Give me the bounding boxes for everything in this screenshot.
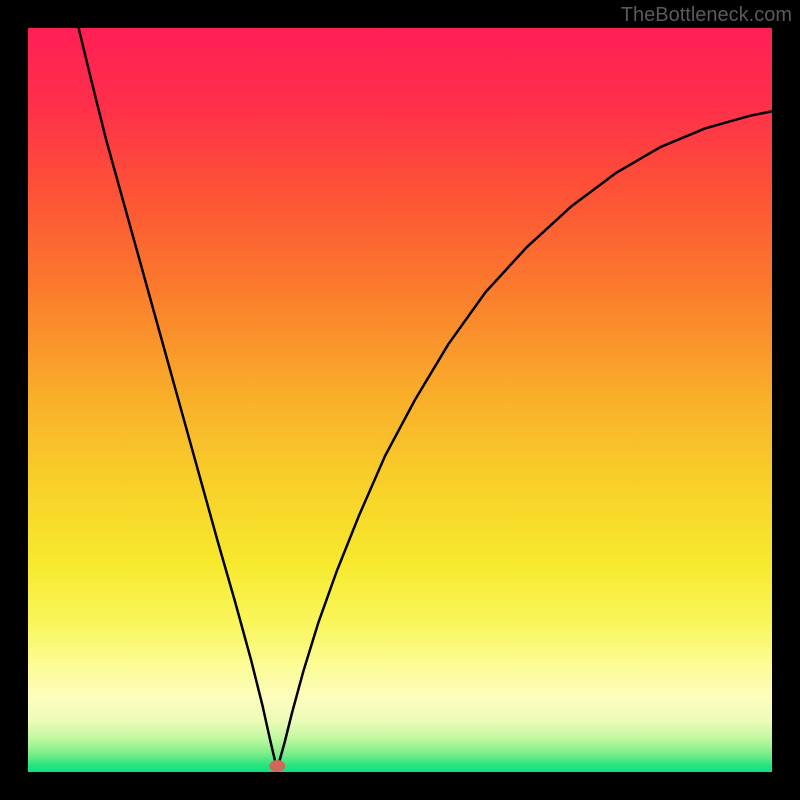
- chart-svg: [28, 28, 772, 772]
- plot-area: [28, 28, 772, 772]
- gradient-background: [28, 28, 772, 772]
- chart-container: TheBottleneck.com: [0, 0, 800, 800]
- watermark-text: TheBottleneck.com: [621, 4, 792, 27]
- optimal-point-marker: [269, 760, 285, 772]
